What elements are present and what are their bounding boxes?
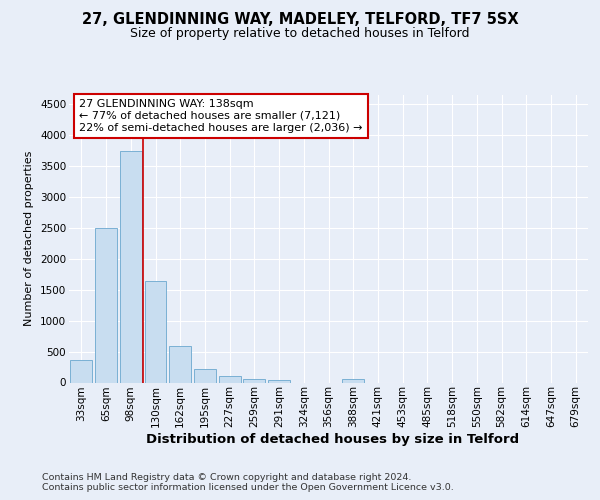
Bar (95, 228, 117, 382)
Bar (70, 360, 92, 382)
Text: Distribution of detached houses by size in Telford: Distribution of detached houses by size … (146, 432, 520, 446)
Bar (219, 376, 241, 382)
Y-axis label: Number of detached properties: Number of detached properties (25, 151, 34, 326)
Text: 27, GLENDINNING WAY, MADELEY, TELFORD, TF7 5SX: 27, GLENDINNING WAY, MADELEY, TELFORD, T… (82, 12, 518, 28)
Text: 27 GLENDINNING WAY: 138sqm
← 77% of detached houses are smaller (7,121)
22% of s: 27 GLENDINNING WAY: 138sqm ← 77% of deta… (79, 100, 363, 132)
Text: Contains HM Land Registry data © Crown copyright and database right 2024.: Contains HM Land Registry data © Crown c… (42, 472, 412, 482)
Text: Size of property relative to detached houses in Telford: Size of property relative to detached ho… (130, 28, 470, 40)
Bar (343, 380, 364, 382)
Bar (244, 379, 265, 382)
Bar (268, 380, 290, 382)
Bar (120, 150, 142, 382)
Bar (169, 346, 191, 383)
Bar (194, 369, 216, 382)
Bar (145, 281, 166, 382)
Text: Contains public sector information licensed under the Open Government Licence v3: Contains public sector information licen… (42, 484, 454, 492)
